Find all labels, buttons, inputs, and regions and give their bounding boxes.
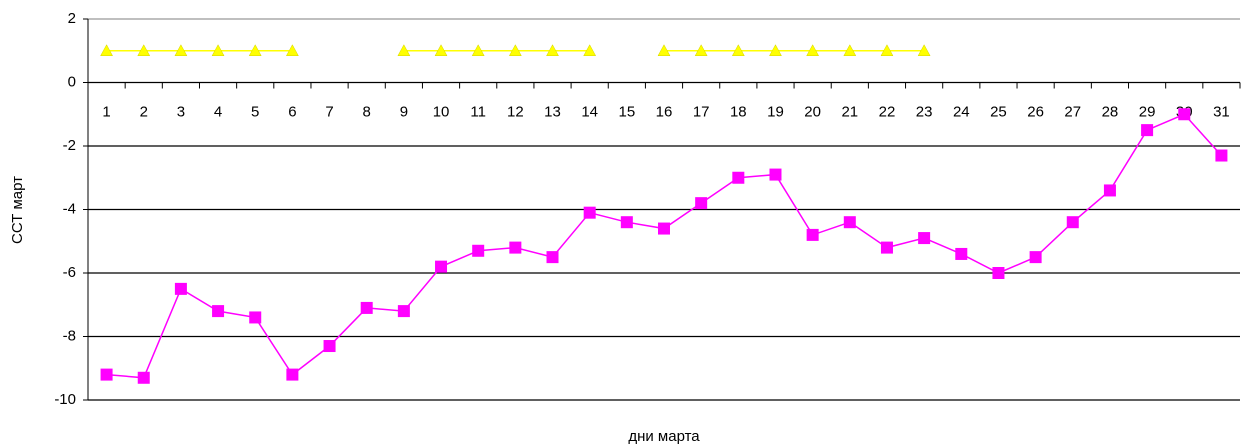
x-tick-label: 16: [656, 103, 673, 120]
point: [583, 44, 597, 56]
y-tick-label: -10: [54, 391, 76, 408]
x-tick-label: 2: [140, 103, 148, 120]
point: [732, 171, 745, 184]
point: [248, 44, 262, 56]
x-tick-label: 24: [953, 103, 970, 120]
point: [658, 222, 670, 235]
series-line: [106, 113, 1222, 379]
x-tick-label: 22: [879, 103, 896, 120]
point: [508, 44, 522, 56]
point: [285, 44, 299, 56]
point: [397, 305, 410, 318]
point: [583, 206, 596, 219]
point: [955, 247, 968, 260]
point: [546, 251, 559, 264]
point: [471, 44, 485, 56]
x-tick-label: 14: [581, 103, 598, 120]
point: [397, 44, 411, 56]
x-tick-label: 12: [507, 103, 524, 120]
point: [323, 340, 336, 353]
point: [731, 44, 745, 56]
y-axis-label: ССТ март: [9, 176, 26, 244]
point: [1141, 124, 1154, 137]
x-tick-label: 21: [841, 103, 858, 120]
x-tick-label: 10: [433, 103, 450, 120]
point: [434, 44, 448, 56]
point: [769, 44, 782, 56]
point: [212, 305, 225, 318]
x-tick-label: 18: [730, 103, 747, 120]
x-tick-label: 29: [1139, 103, 1156, 120]
y-tick-label: 0: [68, 73, 76, 90]
x-tick-label: 8: [363, 103, 371, 120]
point: [174, 44, 188, 56]
x-tick-label: 15: [618, 103, 635, 120]
point: [435, 260, 448, 273]
x-tick-label: 23: [916, 103, 933, 120]
point: [880, 44, 894, 56]
point: [360, 301, 373, 314]
point: [472, 244, 485, 257]
point: [137, 371, 150, 384]
point: [918, 232, 931, 245]
point: [100, 44, 114, 56]
x-tick-label: 31: [1213, 103, 1230, 120]
point: [249, 311, 262, 324]
x-tick-label: 26: [1027, 103, 1044, 120]
point: [286, 368, 299, 381]
point: [211, 44, 225, 56]
point: [174, 282, 187, 295]
x-tick-label: 17: [693, 103, 710, 120]
y-tick-label: -6: [63, 264, 76, 281]
x-tick-label: 5: [251, 103, 259, 120]
point: [806, 228, 819, 241]
x-tick-label: 28: [1102, 103, 1119, 120]
x-tick-label: 19: [767, 103, 784, 120]
point: [880, 241, 893, 254]
point: [806, 44, 820, 56]
point: [1029, 251, 1042, 264]
x-tick-label: 27: [1064, 103, 1081, 120]
y-tick-label: 2: [68, 10, 76, 27]
point: [1178, 108, 1191, 121]
x-tick-label: 3: [177, 103, 185, 120]
point: [546, 44, 559, 56]
y-tick-label: -8: [63, 327, 76, 344]
point: [843, 44, 857, 56]
point: [992, 267, 1005, 279]
point: [694, 44, 708, 56]
point: [509, 241, 522, 254]
x-tick-label: 11: [470, 103, 486, 120]
x-axis-label: дни марта: [628, 428, 700, 445]
y-tick-label: -2: [63, 137, 76, 154]
point: [843, 216, 856, 229]
x-tick-label: 13: [544, 103, 561, 120]
y-tick-label: -4: [63, 200, 76, 217]
point: [100, 368, 113, 381]
point: [1215, 149, 1228, 162]
point: [917, 44, 931, 56]
x-tick-label: 1: [102, 103, 110, 120]
point: [1103, 184, 1116, 197]
point: [620, 216, 633, 229]
point: [769, 168, 782, 181]
x-tick-label: 9: [400, 103, 408, 120]
x-tick-label: 4: [214, 103, 222, 120]
x-tick-label: 7: [325, 103, 333, 120]
point: [1066, 216, 1079, 229]
point: [657, 44, 671, 56]
x-tick-label: 25: [990, 103, 1007, 120]
point: [695, 197, 708, 210]
x-tick-label: 20: [804, 103, 821, 120]
point: [137, 44, 151, 56]
x-tick-label: 6: [288, 103, 296, 120]
